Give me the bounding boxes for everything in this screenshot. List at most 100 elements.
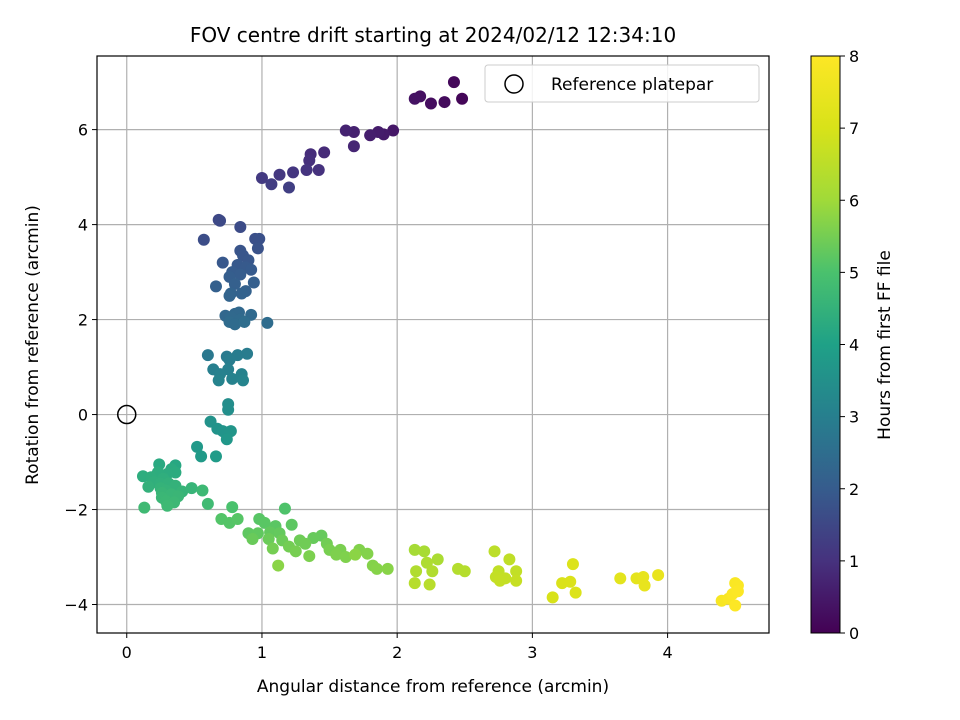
data-point — [614, 572, 627, 585]
data-point — [546, 591, 559, 604]
data-point — [652, 569, 665, 582]
data-point — [287, 166, 300, 179]
legend-box — [484, 64, 760, 103]
data-point — [493, 574, 506, 587]
data-point — [347, 140, 360, 153]
data-point — [370, 562, 383, 575]
data-point — [214, 214, 227, 227]
data-point — [272, 559, 285, 572]
data-point — [729, 599, 742, 612]
grid — [97, 56, 769, 633]
data-point — [228, 318, 241, 331]
data-point — [209, 450, 222, 463]
data-point — [261, 316, 274, 329]
data-point — [330, 548, 343, 561]
data-point — [246, 532, 259, 545]
colorbar-label: Hours from first FF file — [875, 250, 895, 440]
data-point — [418, 545, 431, 558]
legend-entry-label: Reference platepar — [551, 75, 713, 95]
data-point — [161, 499, 174, 512]
data-point — [510, 574, 523, 587]
data-point — [253, 232, 266, 245]
data-point — [251, 242, 264, 255]
data-point — [283, 181, 295, 194]
data-point — [195, 450, 208, 463]
data-point — [234, 268, 247, 281]
data-point — [197, 233, 210, 246]
colorbar-tick-label: 3 — [849, 408, 859, 427]
data-point — [273, 168, 286, 181]
legend: Reference platepar — [484, 64, 760, 103]
data-point — [247, 276, 260, 289]
colorbar-tick-label: 5 — [849, 263, 859, 282]
data-point — [569, 586, 582, 599]
data-point — [488, 545, 501, 558]
colorbar-tick-label: 7 — [849, 119, 859, 138]
data-point — [201, 497, 214, 510]
y-tick-label: 4 — [78, 216, 88, 235]
data-point — [262, 532, 275, 545]
data-points — [136, 76, 744, 612]
x-tick-label: 3 — [527, 643, 537, 662]
x-axis-ticks: 0 1 2 3 4 — [122, 633, 673, 662]
data-point — [364, 129, 377, 142]
data-point — [241, 347, 254, 360]
data-point — [339, 551, 352, 564]
data-point — [447, 76, 460, 89]
x-tick-label: 2 — [392, 643, 402, 662]
data-point — [138, 501, 151, 514]
data-point — [318, 146, 331, 159]
reference-marker — [116, 404, 137, 425]
colorbar-tick-label: 8 — [849, 47, 859, 66]
data-point — [303, 154, 316, 167]
data-point — [265, 178, 278, 191]
data-point — [245, 263, 258, 276]
data-point — [510, 565, 523, 578]
data-point — [438, 96, 451, 109]
data-point — [339, 124, 352, 137]
data-point — [185, 482, 198, 495]
y-tick-label: −4 — [64, 596, 88, 615]
data-point — [731, 585, 744, 598]
data-point — [258, 516, 271, 529]
data-point — [142, 480, 155, 493]
data-point — [564, 575, 577, 588]
data-point — [223, 289, 236, 302]
data-point — [220, 433, 233, 446]
data-point — [420, 556, 433, 569]
data-point — [638, 579, 651, 592]
data-point — [226, 372, 239, 385]
colorbar: 0 1 2 3 4 5 6 7 8 Hours from first FF file — [810, 47, 895, 643]
data-point — [303, 550, 316, 563]
data-point — [456, 92, 469, 105]
data-point — [285, 518, 298, 531]
data-point — [234, 220, 247, 233]
data-point — [566, 558, 579, 571]
colorbar-tick-label: 0 — [849, 624, 859, 643]
data-point — [209, 280, 222, 293]
data-point — [408, 92, 421, 105]
colorbar-tick-label: 4 — [849, 336, 859, 355]
y-axis-label: Rotation from reference (arcmin) — [23, 205, 43, 485]
x-tick-label: 0 — [122, 643, 132, 662]
data-point — [228, 277, 241, 290]
y-tick-label: −2 — [64, 501, 88, 520]
data-point — [266, 542, 279, 555]
data-point — [196, 484, 209, 497]
data-point — [235, 287, 248, 300]
x-axis-label: Angular distance from reference (arcmin) — [257, 677, 609, 697]
y-tick-label: 0 — [78, 406, 88, 425]
colorbar-tick-label: 2 — [849, 480, 859, 499]
colorbar-tick-label: 6 — [849, 191, 859, 210]
y-tick-label: 2 — [78, 311, 88, 330]
data-point — [503, 553, 516, 566]
plot-frame — [96, 55, 770, 634]
data-point — [278, 502, 291, 515]
data-point — [424, 97, 437, 110]
x-tick-label: 1 — [257, 643, 267, 662]
data-point — [191, 440, 204, 453]
data-point — [289, 545, 302, 558]
data-point — [423, 578, 436, 591]
